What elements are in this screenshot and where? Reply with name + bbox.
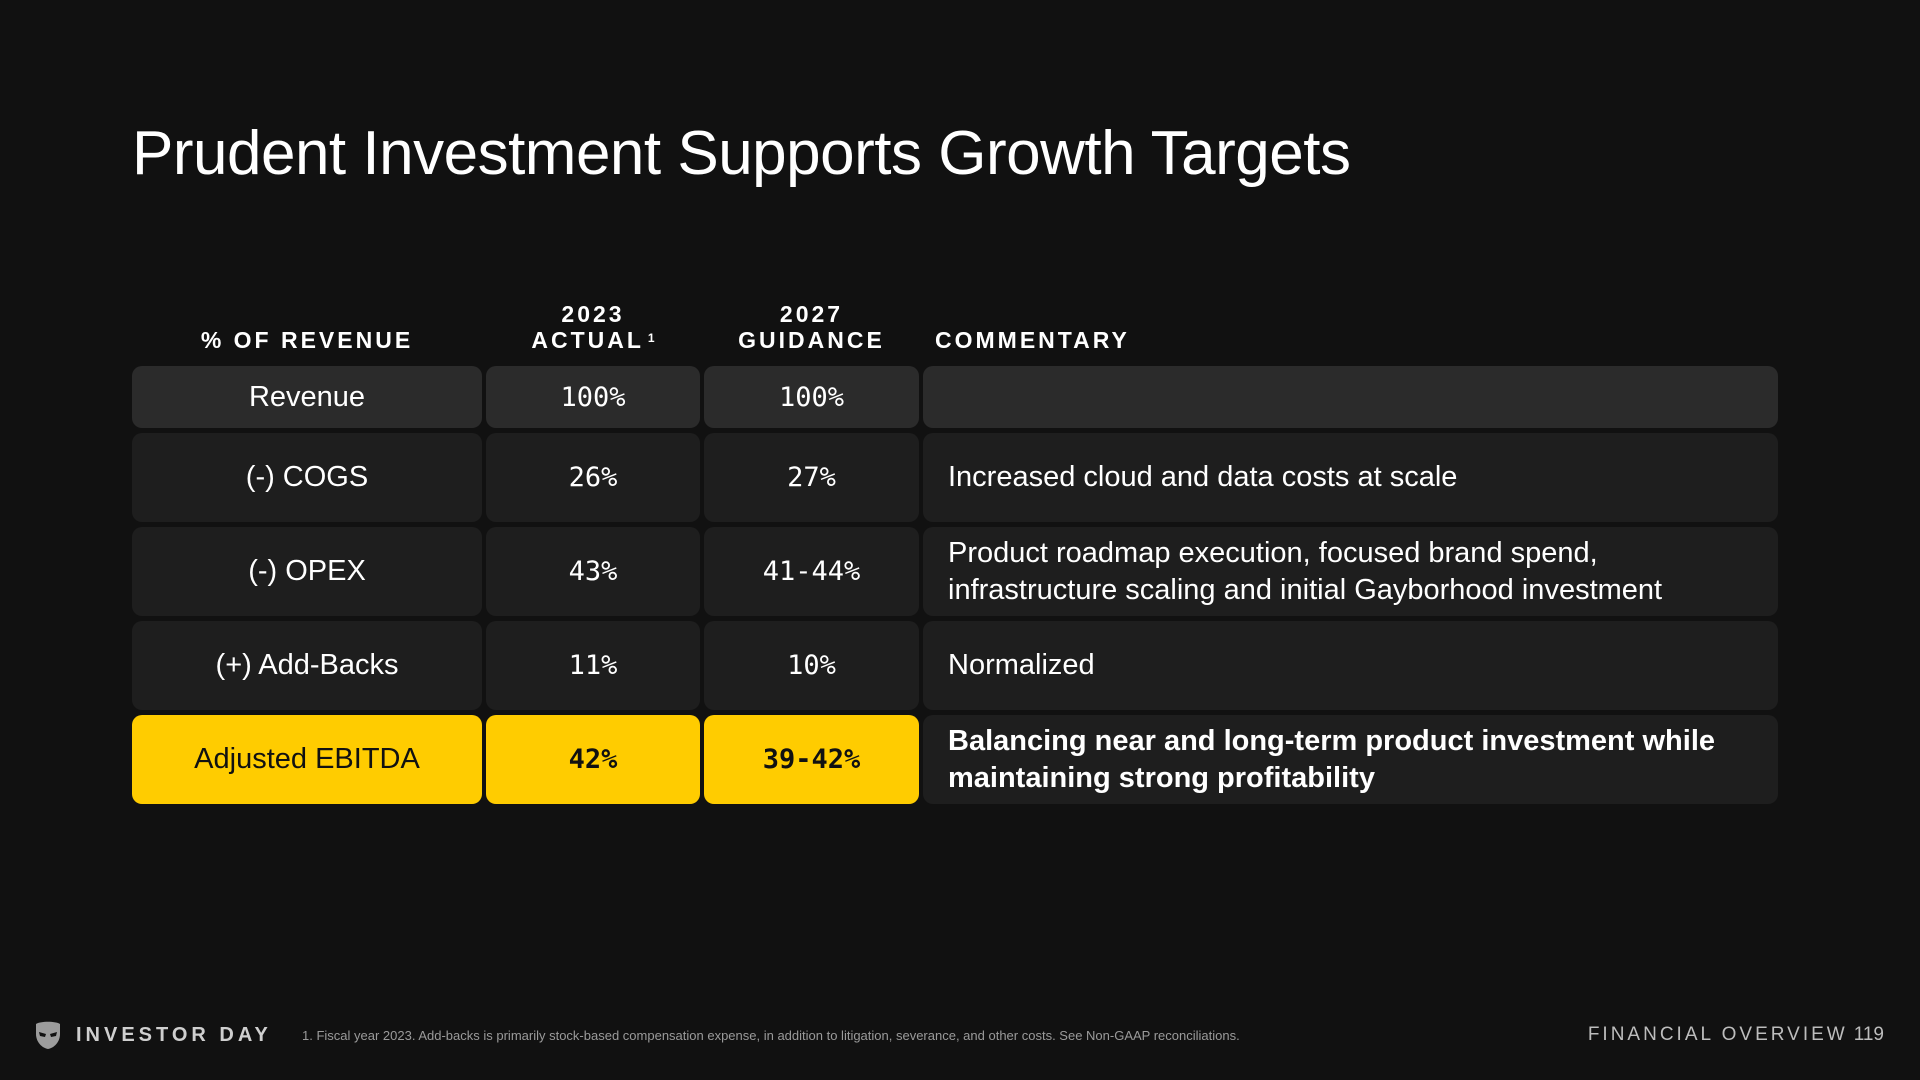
header-guidance: 2027 GUIDANCE	[704, 301, 919, 353]
actual-cell: 26%	[486, 433, 700, 522]
metric-cell: (-) OPEX	[132, 527, 482, 616]
header-actual: 2023 ACTUAL 1	[486, 301, 700, 353]
commentary-cell	[923, 366, 1778, 428]
page-title: Prudent Investment Supports Growth Targe…	[132, 119, 1351, 188]
actual-cell: 42%	[486, 715, 700, 804]
table-row-add-backs: (+) Add-Backs 11% 10% Normalized	[132, 621, 1778, 710]
commentary-cell: Increased cloud and data costs at scale	[923, 433, 1778, 522]
footnote: 1. Fiscal year 2023. Add-backs is primar…	[302, 1028, 1240, 1043]
event-label: INVESTOR DAY	[76, 1024, 272, 1046]
page-number: 119	[1853, 1024, 1884, 1045]
table-row-cogs: (-) COGS 26% 27% Increased cloud and dat…	[132, 433, 1778, 522]
metric-cell: (+) Add-Backs	[132, 621, 482, 710]
section-name: FINANCIAL OVERVIEW	[1587, 1024, 1848, 1045]
commentary-cell: Normalized	[923, 621, 1778, 710]
header-guidance-label: GUIDANCE	[738, 327, 885, 353]
section-label: FINANCIAL OVERVIEW 119	[1588, 1024, 1884, 1046]
commentary-cell: Balancing near and long-term product inv…	[923, 715, 1778, 804]
table-row-revenue: Revenue 100% 100%	[132, 366, 1778, 428]
guidance-cell: 100%	[704, 366, 919, 428]
guidance-cell: 41-44%	[704, 527, 919, 616]
header-metric-label: % OF REVENUE	[200, 327, 414, 353]
guidance-cell: 39-42%	[704, 715, 919, 804]
header-commentary-label: COMMENTARY	[935, 327, 1130, 353]
header-metric: % OF REVENUE	[132, 327, 482, 353]
header-commentary: COMMENTARY	[935, 327, 1130, 353]
guidance-cell: 27%	[704, 433, 919, 522]
actual-cell: 100%	[486, 366, 700, 428]
grindr-mask-icon	[36, 1021, 60, 1049]
header-actual-label: ACTUAL	[531, 327, 644, 353]
metric-cell: Revenue	[132, 366, 482, 428]
metric-cell: (-) COGS	[132, 433, 482, 522]
commentary-cell: Product roadmap execution, focused brand…	[923, 527, 1778, 616]
actual-cell: 11%	[486, 621, 700, 710]
guidance-cell: 10%	[704, 621, 919, 710]
header-guidance-year: 2027	[779, 301, 844, 327]
footnote-marker: 1	[647, 331, 655, 345]
table-row-opex: (-) OPEX 43% 41-44% Product roadmap exec…	[132, 527, 1778, 616]
header-actual-year: 2023	[561, 301, 625, 327]
metric-cell: Adjusted EBITDA	[132, 715, 482, 804]
table-row-adjusted-ebitda: Adjusted EBITDA 42% 39-42% Balancing nea…	[132, 715, 1778, 804]
actual-cell: 43%	[486, 527, 700, 616]
